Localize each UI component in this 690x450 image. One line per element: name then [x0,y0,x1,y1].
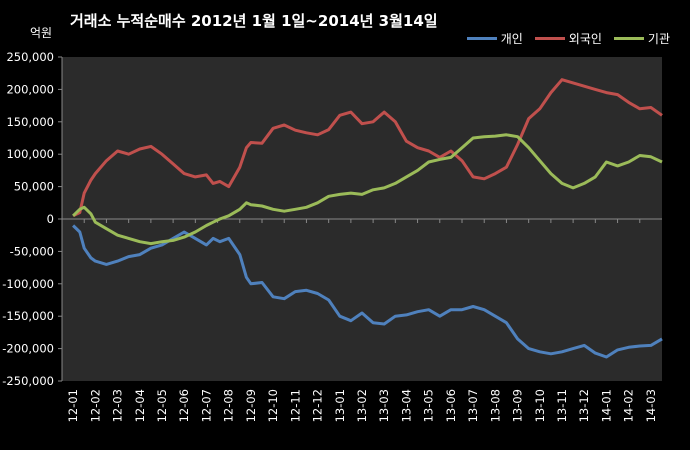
legend-item: 개인 [466,30,523,47]
y-tick-label: 0 [47,212,54,226]
x-tick-label: 12-01 [66,389,80,422]
x-tick-label: 12-02 [88,389,102,422]
x-tick-label: 13-07 [466,389,480,422]
y-tick-label: 250,000 [6,50,54,64]
x-axis: 12-01 12-02 12-03 12-04 12-05 12-06 12-07 12-08… [61,218,662,422]
series-line [72,78,663,218]
y-tick-label: -100,000 [2,277,54,291]
x-tick-label: 13-09 [511,389,525,422]
x-tick-label: 14-02 [622,389,636,422]
y-axis: -250,000 -200,000 -150,000 -100,000 -50,000 0… [2,50,63,388]
legend-swatch [466,37,497,40]
y-axis-unit-label: 억원 [30,26,53,40]
x-tick-label: 14-01 [599,389,613,422]
legend-label: 외국인 [568,32,602,46]
x-tick-label: 13-12 [577,389,591,422]
x-tick-label: 13-10 [533,389,547,422]
y-tick-label: 150,000 [6,115,54,129]
x-tick-label: 13-08 [488,389,502,422]
legend-label: 개인 [500,32,523,46]
y-tick-label: 50,000 [14,180,54,194]
x-tick-label: 13-11 [555,389,569,422]
y-tick-label: -150,000 [2,309,54,323]
x-tick-label: 13-02 [355,389,369,422]
chart-title: 거래소 누적순매수 2012년 1월 1일~2014년 3월14일 [70,12,438,30]
legend-label: 기관 [647,32,670,46]
y-tick-label: -250,000 [2,374,54,388]
x-tick-label: 12-08 [222,389,236,422]
x-tick-label: 12-10 [266,389,280,422]
series-line [72,133,663,246]
y-tick-label: 100,000 [6,147,54,161]
x-tick-label: 12-03 [111,389,125,422]
x-tick-label: 12-09 [244,389,258,422]
series-line [72,224,663,359]
x-tick-label: 13-06 [444,389,458,422]
x-tick-label: 14-03 [644,389,658,422]
x-tick-label: 13-01 [333,389,347,422]
x-tick-label: 13-03 [377,389,391,422]
x-tick-label: 12-07 [199,389,213,422]
x-tick-label: 12-04 [133,389,147,422]
y-tick-label: -50,000 [10,244,54,258]
x-tick-label: 12-11 [288,389,302,422]
x-tick-label: 12-12 [311,389,325,422]
legend-swatch [534,37,565,40]
x-tick-label: 13-04 [399,389,413,422]
y-tick-label: 200,000 [6,82,54,96]
chart-legend: 개인 외국인 기관 [466,30,670,47]
x-tick-label: 12-05 [155,389,169,422]
y-tick-label: -200,000 [2,342,54,356]
series-group [72,78,663,359]
legend-swatch [613,37,644,40]
legend-item: 기관 [613,30,670,47]
legend-item: 외국인 [534,30,602,47]
x-tick-label: 12-06 [177,389,191,422]
x-tick-label: 13-05 [422,389,436,422]
